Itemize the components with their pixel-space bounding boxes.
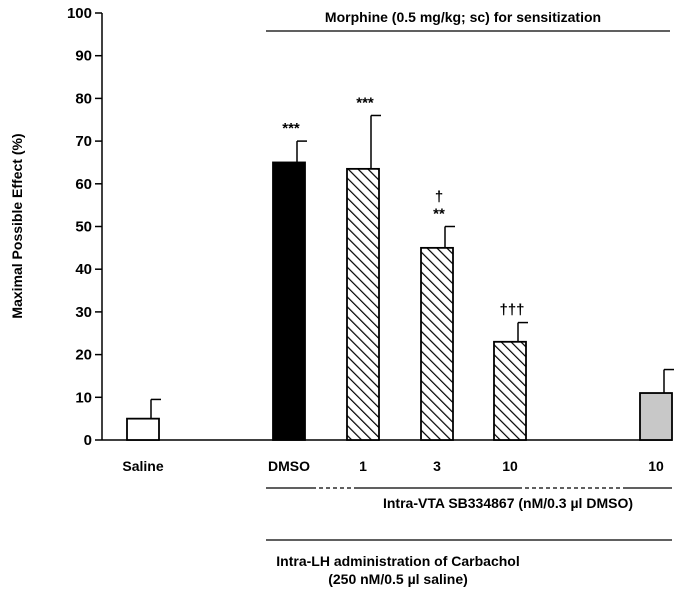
y-tick-label: 10	[75, 389, 92, 406]
error-bars	[150, 114, 674, 419]
significance-mark: †	[435, 189, 443, 206]
x-tick-label: Saline	[122, 458, 163, 474]
y-tick-label: 30	[75, 304, 92, 321]
y-tick-label: 20	[75, 347, 92, 364]
bar	[346, 167, 380, 441]
y-ticks: 0 10 20 30 40 50 60 70 80 90 100	[67, 5, 102, 449]
y-axis-label: Maximal Possible Effect (%)	[9, 133, 25, 318]
bar	[126, 417, 160, 441]
significance-mark: ***	[356, 94, 374, 111]
y-tick-label: 60	[75, 176, 92, 193]
annotation-vta: Intra-VTA SB334867 (nM/0.3 µl DMSO)	[383, 495, 633, 511]
category-labels: Saline DMSO 1 3 10 10	[122, 458, 664, 474]
bar	[272, 161, 306, 441]
bar	[639, 392, 673, 441]
y-tick-label: 70	[75, 133, 92, 150]
y-tick-label: 90	[75, 48, 92, 65]
y-tick-label: 0	[84, 432, 92, 449]
y-tick-label: 50	[75, 219, 92, 236]
annotation-lh-line2: (250 nM/0.5 µl saline)	[328, 571, 468, 587]
bar	[493, 340, 527, 441]
significance-mark: †††	[499, 302, 524, 319]
x-tick-label: DMSO	[268, 458, 310, 474]
y-tick-label: 80	[75, 90, 92, 107]
significance-mark: ***	[282, 120, 300, 137]
x-tick-label: 10	[648, 458, 664, 474]
significance-marks: *** *** †** †††	[282, 94, 524, 318]
annotation-lh-line1: Intra-LH administration of Carbachol	[276, 553, 519, 569]
bar	[420, 246, 454, 441]
x-tick-label: 1	[359, 458, 367, 474]
x-tick-label: 10	[502, 458, 518, 474]
bars	[126, 161, 673, 441]
significance-mark: **	[433, 206, 445, 223]
annotation-morphine: Morphine (0.5 mg/kg; sc) for sensitizati…	[325, 9, 601, 25]
y-tick-label: 100	[67, 5, 92, 22]
x-tick-label: 3	[433, 458, 441, 474]
y-tick-label: 40	[75, 261, 92, 278]
